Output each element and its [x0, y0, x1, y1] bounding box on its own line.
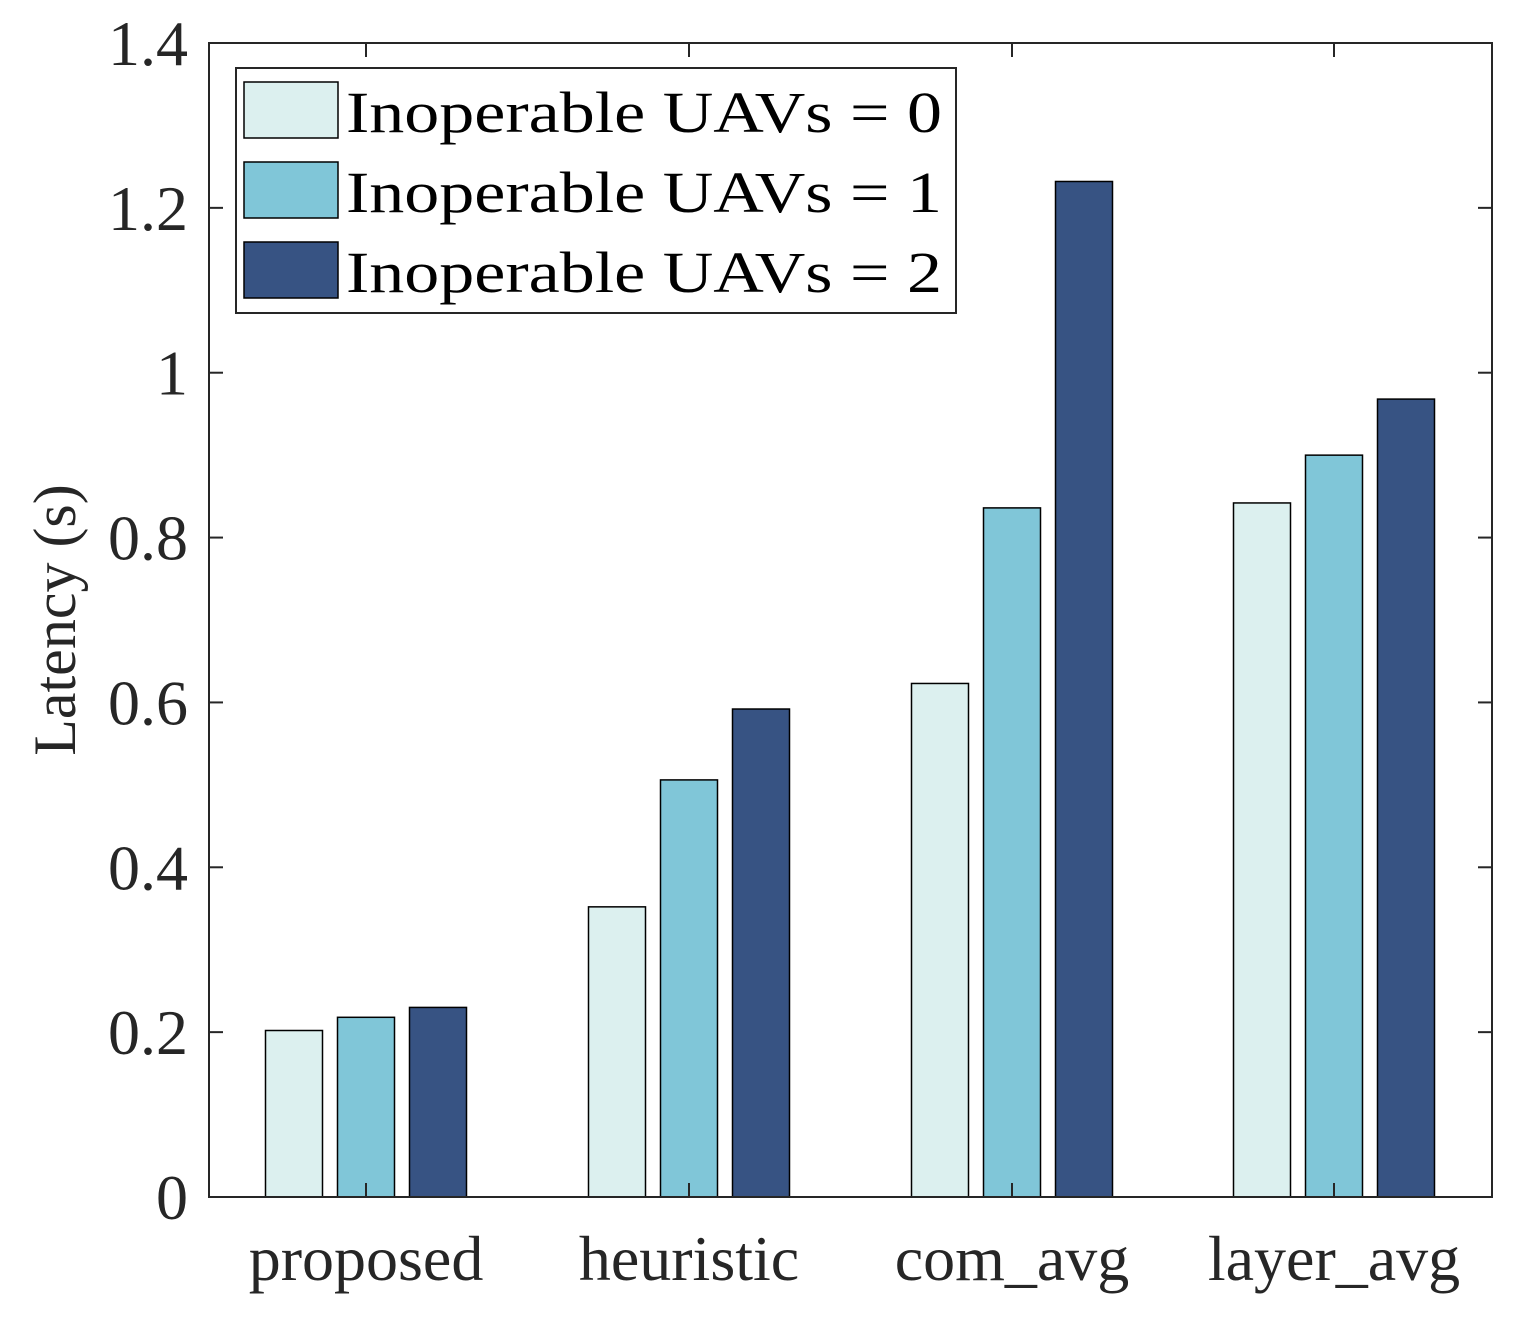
- bar-proposed-series-2: [408, 1006, 468, 1198]
- legend-box: [235, 67, 957, 314]
- legend: Inoperable UAVs = 0 Inoperable UAVs = 1 In…: [235, 67, 957, 314]
- bar-heuristic-series-2: [731, 708, 791, 1198]
- bars-group: [264, 180, 1436, 1198]
- bar-layer_avg-series-2: [1376, 398, 1436, 1198]
- bar-layer_avg-series-0: [1232, 502, 1292, 1198]
- bar-layer_avg-series-1: [1304, 454, 1364, 1198]
- legend-label-series-1: Inoperable UAVs = 1: [346, 160, 942, 225]
- legend-swatch-series-2: [243, 241, 339, 299]
- axes-box: [208, 42, 1493, 1198]
- x-tick-label-layer_avg: layer_avg: [1208, 1223, 1460, 1294]
- x-tick-labels: proposed heuristic com_avg layer_avg: [249, 1223, 1460, 1294]
- y-tick-label: 1.4: [108, 8, 188, 79]
- legend-label-series-0: Inoperable UAVs = 0: [346, 80, 942, 145]
- y-tick-labels: 0 0.2 0.4 0.6 0.8 1 1.2 1.4: [108, 8, 188, 1233]
- bar-com_avg-series-0: [910, 682, 970, 1198]
- y-tick-label: 0: [156, 1162, 188, 1233]
- y-tick-label: 0.6: [108, 667, 188, 738]
- y-tick-label: 1.2: [108, 173, 188, 244]
- bar-heuristic-series-0: [587, 906, 647, 1198]
- y-tick-label: 0.8: [108, 503, 188, 574]
- bar-heuristic-series-1: [659, 779, 719, 1198]
- y-axis-label: Latency (s): [22, 484, 88, 756]
- y-tick-label: 1: [156, 338, 188, 409]
- legend-swatch-series-0: [243, 81, 339, 139]
- y-tick-label: 0.2: [108, 997, 188, 1068]
- bar-com_avg-series-2: [1054, 180, 1114, 1198]
- x-tick-label-heuristic: heuristic: [579, 1223, 799, 1294]
- legend-swatch-series-1: [243, 161, 339, 219]
- y-tick-label: 0.4: [108, 832, 188, 903]
- bar-proposed-series-0: [264, 1029, 324, 1198]
- bar-proposed-series-1: [336, 1016, 396, 1198]
- x-tick-label-com_avg: com_avg: [895, 1223, 1130, 1294]
- legend-label-series-2: Inoperable UAVs = 2: [346, 240, 942, 305]
- x-tick-label-proposed: proposed: [249, 1223, 484, 1294]
- bar-com_avg-series-1: [982, 507, 1042, 1198]
